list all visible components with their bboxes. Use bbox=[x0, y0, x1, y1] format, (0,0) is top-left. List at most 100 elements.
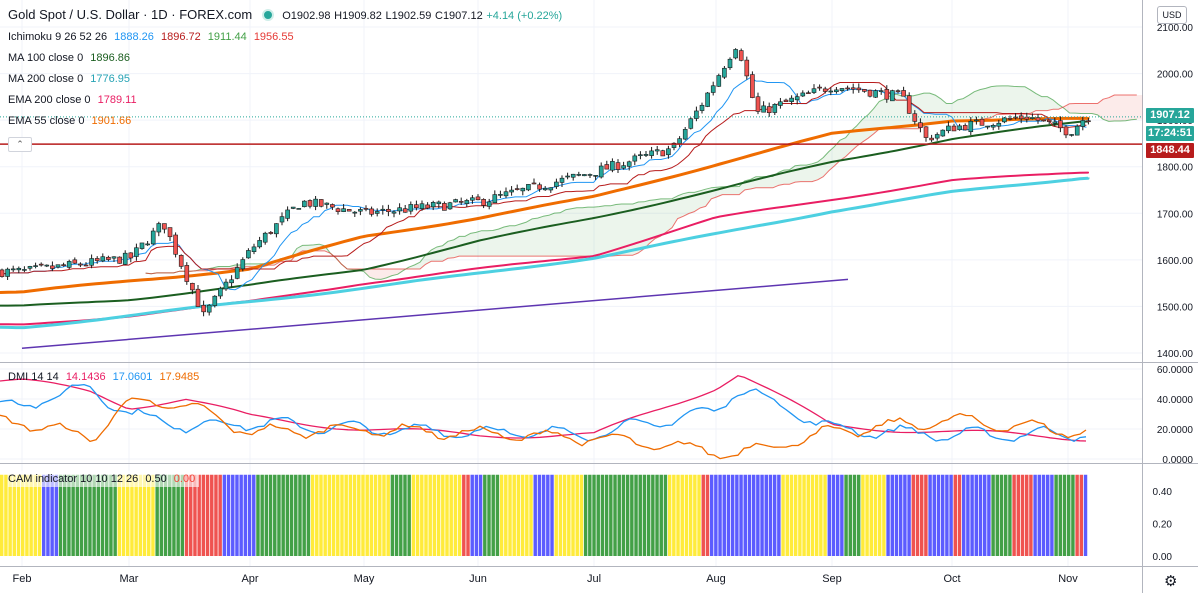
ichimoku-cloud bbox=[1097, 99, 1104, 120]
candle bbox=[985, 125, 990, 128]
candle bbox=[929, 137, 934, 141]
currency-label[interactable]: USD bbox=[1157, 6, 1187, 24]
cam-bar bbox=[29, 474, 33, 556]
cam-bar bbox=[226, 474, 231, 556]
candle bbox=[206, 304, 212, 313]
cam-bar bbox=[1024, 474, 1029, 556]
legend-cam-v1: 0.50 bbox=[145, 473, 167, 485]
candle bbox=[940, 129, 946, 137]
candle bbox=[44, 264, 50, 267]
ichimoku-cloud bbox=[218, 266, 224, 269]
ichimoku-cloud bbox=[380, 269, 387, 280]
cam-bar bbox=[756, 474, 760, 556]
candle bbox=[570, 173, 576, 178]
candle bbox=[727, 58, 733, 69]
cam-bar bbox=[604, 474, 609, 556]
cam-bar bbox=[197, 474, 201, 556]
legend-ma100-value: 1896.86 bbox=[90, 52, 131, 64]
cam-bar bbox=[268, 474, 273, 556]
cam-bar bbox=[399, 474, 403, 556]
candle bbox=[923, 126, 929, 138]
ichimoku-cloud bbox=[582, 207, 588, 257]
cam-bar bbox=[634, 474, 638, 556]
candle bbox=[352, 211, 358, 214]
price-axis-tick: 1800.00 bbox=[1157, 163, 1194, 174]
candle bbox=[447, 202, 453, 210]
candle bbox=[27, 266, 33, 269]
cam-bar bbox=[457, 474, 462, 556]
candle bbox=[94, 258, 100, 261]
cam-bar bbox=[995, 474, 1000, 556]
cam-bar bbox=[974, 474, 979, 556]
ichimoku-cloud bbox=[856, 119, 863, 147]
candle bbox=[1058, 120, 1063, 129]
legend-dmi[interactable]: DMI 14 14 14.1436 17.0601 17.9485 bbox=[8, 369, 203, 385]
candle bbox=[682, 129, 688, 140]
candle bbox=[867, 89, 873, 97]
time-axis-tick: Jun bbox=[469, 573, 487, 585]
candle bbox=[968, 120, 974, 133]
legend-ma200[interactable]: MA 200 close 0 1776.95 bbox=[8, 71, 134, 87]
cam-bar bbox=[663, 474, 668, 556]
cam-bar bbox=[470, 474, 474, 556]
cam-bar bbox=[1067, 474, 1071, 556]
cam-bar bbox=[630, 474, 634, 556]
cam-bar bbox=[394, 474, 399, 556]
cam-bar bbox=[256, 474, 260, 556]
ichimoku-cloud bbox=[302, 245, 308, 251]
time-axis-tick: Sep bbox=[822, 573, 842, 585]
legend-ema55[interactable]: EMA 55 close 0 1901.66 bbox=[8, 113, 135, 129]
candle bbox=[72, 259, 78, 264]
cam-bar bbox=[63, 474, 67, 556]
candle bbox=[850, 87, 856, 90]
dmi-pane[interactable] bbox=[0, 375, 1087, 460]
candle bbox=[1030, 117, 1035, 119]
candle bbox=[526, 184, 531, 191]
cam-bar bbox=[617, 474, 621, 556]
ichimoku-cloud bbox=[761, 176, 768, 188]
candle bbox=[425, 204, 430, 209]
chevron-up-icon[interactable]: ⌃ bbox=[8, 137, 32, 152]
candle bbox=[951, 125, 957, 132]
cam-bar bbox=[831, 474, 836, 556]
ichimoku-cloud bbox=[795, 165, 801, 183]
candle bbox=[828, 90, 834, 93]
cam-bar bbox=[310, 474, 315, 556]
legend-ichimoku[interactable]: Ichimoku 9 26 52 26 1888.26 1896.72 1911… bbox=[8, 29, 298, 45]
cam-bar bbox=[105, 474, 109, 556]
candle bbox=[22, 269, 27, 271]
cam-bar bbox=[1075, 474, 1079, 556]
ichimoku-cloud bbox=[1125, 95, 1132, 121]
ichimoku-cloud bbox=[369, 269, 376, 280]
candle bbox=[430, 202, 436, 208]
legend-ema200[interactable]: EMA 200 close 0 1789.11 bbox=[8, 92, 141, 108]
ichimoku-cloud bbox=[974, 89, 980, 121]
time-axis-tick: Apr bbox=[241, 573, 258, 585]
cam-bar bbox=[0, 474, 4, 556]
price-axis[interactable]: 2100.002000.001900.001800.001700.001600.… bbox=[1153, 23, 1194, 563]
cam-bar bbox=[189, 474, 193, 556]
ichimoku-cloud bbox=[1002, 85, 1008, 115]
gear-icon[interactable]: ⚙ bbox=[1164, 573, 1178, 590]
legend-ma100[interactable]: MA 100 close 0 1896.86 bbox=[8, 50, 134, 66]
cam-bar bbox=[705, 474, 710, 556]
cam-bar bbox=[71, 474, 75, 556]
candle bbox=[806, 92, 811, 94]
cam-bar bbox=[453, 474, 458, 556]
ichimoku-cloud bbox=[655, 198, 661, 239]
legend-cam[interactable]: CAM indicator 10 10 12 26 0.50 0.00 bbox=[8, 471, 200, 487]
cam-bar bbox=[222, 474, 227, 556]
candle bbox=[604, 164, 610, 170]
cam-bar bbox=[386, 474, 390, 556]
candle bbox=[10, 268, 16, 271]
candle bbox=[722, 67, 727, 78]
time-axis-tick: Oct bbox=[943, 573, 960, 585]
price-pane[interactable] bbox=[0, 48, 1143, 350]
cam-bar bbox=[953, 474, 958, 556]
legend-ichimoku-value: 1911.44 bbox=[207, 31, 247, 43]
cam-bar bbox=[642, 474, 647, 556]
cam-pane[interactable] bbox=[0, 474, 1088, 556]
time-axis[interactable]: Feb Mar Apr May Jun Jul Aug Sep Oct Nov bbox=[13, 573, 1079, 585]
cam-bar bbox=[987, 474, 991, 556]
